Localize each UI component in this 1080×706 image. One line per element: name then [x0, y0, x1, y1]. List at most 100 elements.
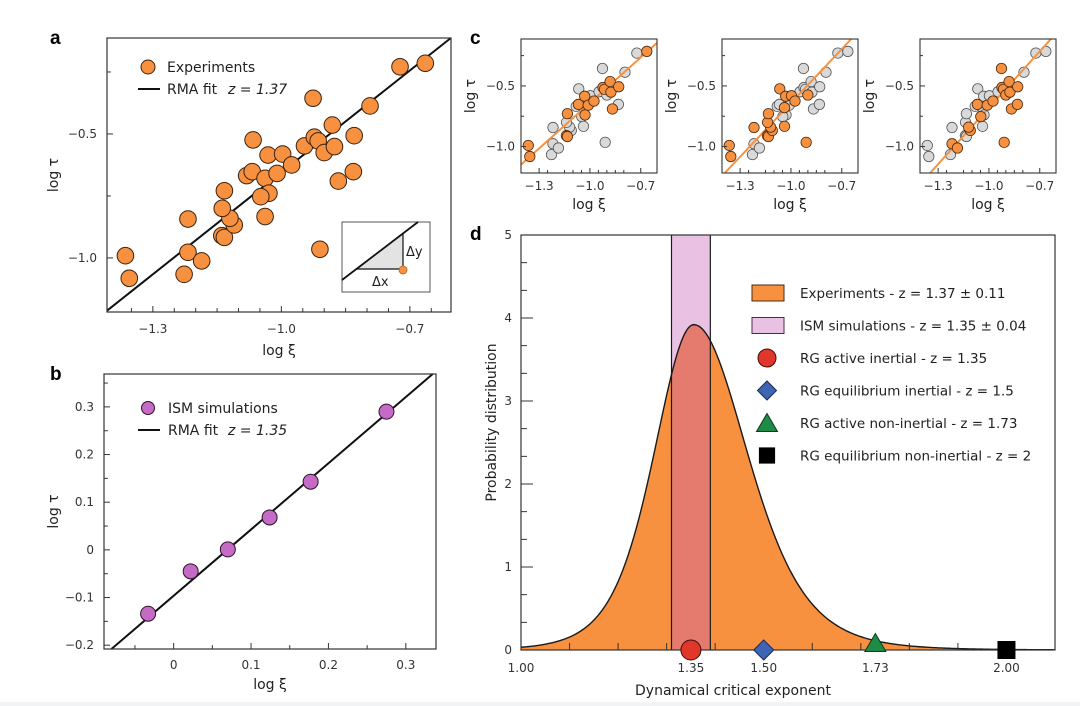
- legend-experiments-label: Experiments: [167, 60, 255, 76]
- panel-a-x-axis-title: log ξ: [262, 343, 296, 359]
- subset-point: [613, 81, 625, 93]
- experiment-point: [179, 243, 197, 262]
- grey-point: [972, 83, 984, 95]
- panel-b-y-tick-label: 0.3: [75, 400, 94, 414]
- panel-a: −1.3 −1.0 −0.7 −0.5 −1.0 log ξ log τ Experiment…: [46, 37, 452, 359]
- experiment-point: [244, 131, 262, 149]
- legend-ism-simulations-swatch: [751, 317, 785, 334]
- inset-dy-label: Δy: [406, 245, 423, 260]
- panel-c-x-tick-label: −1.0: [974, 179, 1003, 193]
- subset-point: [1012, 81, 1024, 93]
- panel-a-x-tick-label: −0.7: [395, 322, 424, 336]
- subset-point: [998, 136, 1010, 148]
- legend-rg-active-noninertial-swatch: [755, 412, 779, 432]
- legend-ism-label: ISM simulations: [168, 401, 278, 417]
- panel-a-y-axis-title: log τ: [46, 158, 62, 192]
- grey-point: [813, 98, 825, 110]
- panel-c-y-tick-label: −0.5: [486, 79, 515, 93]
- grey-point: [921, 139, 933, 152]
- panel-b-y-tick-label: 0.2: [75, 448, 94, 462]
- panel-b-y-axis-title: log τ: [46, 494, 62, 528]
- subset-point: [778, 102, 791, 114]
- grey-point: [1018, 66, 1030, 78]
- ism-simulation-point: [140, 605, 157, 622]
- rg-equilibrium-noninertial-marker: [997, 641, 1016, 659]
- legend-fit-label: RMA fit: [167, 82, 218, 98]
- subset-point: [975, 111, 987, 123]
- panel-d-x-tick-label: 1.00: [508, 661, 535, 675]
- subset-point: [606, 103, 619, 115]
- panel-b-y-tick-label: 0.1: [75, 495, 94, 509]
- panel-c-y-tick-label: −1.0: [885, 140, 914, 154]
- panel-b-x-tick-label: 0.2: [319, 658, 338, 672]
- experiment-point: [175, 265, 193, 284]
- panel-d-x-axis-title: Dynamical critical exponent: [635, 683, 831, 699]
- grey-point: [547, 121, 559, 134]
- experiment-point: [391, 57, 409, 76]
- grey-point: [842, 45, 854, 57]
- panel-c-x-tick-label: −1.3: [726, 179, 755, 193]
- legend-ism-marker: [141, 401, 155, 415]
- experiments-distribution-curve: [520, 323, 1055, 651]
- panel-c-plot-frame: [919, 38, 1057, 174]
- experiment-point: [116, 246, 135, 265]
- panel-c-subplot-1: −1.3 −1.0 −0.7 −0.5 −1.0 log ξ log τ: [463, 38, 658, 213]
- panel-a-y-tick-label: −0.5: [68, 127, 97, 141]
- panel-b-y-tick-label: 0: [86, 543, 94, 557]
- panel-d-y-tick-label: 1: [504, 560, 512, 574]
- panel-d-y-tick-label: 2: [504, 477, 512, 491]
- overlap-region: [671, 324, 711, 650]
- grey-point: [746, 148, 759, 161]
- legend-rg-active-noninertial-label: RG active non-inertial - z = 1.73: [800, 416, 1017, 432]
- subset-point: [522, 139, 534, 152]
- grey-point: [814, 81, 826, 93]
- panel-c-subplot-2: −1.3 −1.0 −0.7 −0.5 −1.0 log ξ log τ: [664, 38, 859, 213]
- panel-a-x-tick-label: −1.0: [267, 322, 296, 336]
- legend-rg-active-inertial-label: RG active inertial - z = 1.35: [800, 351, 987, 367]
- panel-d-y-tick-label: 5: [504, 228, 512, 242]
- panel-c-y-tick-label: −1.0: [687, 140, 716, 154]
- subset-point: [561, 130, 574, 143]
- panel-b: 0 0.1 0.2 0.3 −0.2 −0.1 0 0.1 0.2 0.3 log ξ log τ IS…: [46, 373, 437, 693]
- panel-b-x-tick-label: 0.1: [241, 658, 260, 672]
- panel-c-y-tick-label: −1.0: [486, 140, 515, 154]
- experiment-point: [325, 137, 344, 156]
- legend-experiments-label: Experiments - z = 1.37 ± 0.11: [800, 286, 1005, 302]
- inset-fit-line: [341, 221, 419, 281]
- panel-b-y-tick-label: −0.2: [65, 638, 94, 652]
- experiment-point: [215, 181, 234, 200]
- subset-point: [987, 95, 999, 107]
- rg-equilibrium-inertial-marker: [753, 639, 775, 661]
- subset-point: [995, 62, 1008, 75]
- panel-a-plot-frame: [106, 37, 452, 313]
- panel-c-y-tick-label: −0.5: [687, 79, 716, 93]
- inset-dx-label: Δx: [372, 275, 389, 290]
- panel-d-plot-frame: [520, 234, 1056, 651]
- panel-b-plot-frame: [103, 373, 437, 650]
- experiment-point: [311, 240, 329, 259]
- panel-d-x-tick-label: 2.00: [993, 661, 1020, 675]
- panel-label-d: d: [470, 224, 482, 245]
- rg-active-noninertial-marker: [864, 632, 887, 652]
- subset-point: [1004, 86, 1016, 98]
- legend-fit-label: RMA fit: [168, 423, 219, 439]
- experiment-point: [256, 207, 274, 226]
- ism-simulation-point: [302, 473, 319, 490]
- subset-point: [802, 89, 814, 101]
- panel-a-x-tick-label: −1.3: [138, 322, 167, 336]
- experiment-point: [192, 252, 211, 270]
- grey-point: [960, 108, 973, 120]
- panel-c-y-tick-label: −0.5: [885, 79, 914, 93]
- panel-c-y-axis-title: log τ: [664, 79, 680, 113]
- subset-point: [641, 45, 653, 57]
- experiment-point: [345, 126, 363, 145]
- experiment-point: [251, 187, 270, 206]
- grey-point: [596, 62, 609, 75]
- subset-point: [963, 121, 975, 133]
- panel-label-b: b: [50, 364, 62, 385]
- panel-c-x-tick-label: −1.0: [575, 179, 604, 193]
- experiment-point: [215, 228, 234, 247]
- subset-point: [951, 142, 964, 154]
- experiment-point: [361, 97, 379, 115]
